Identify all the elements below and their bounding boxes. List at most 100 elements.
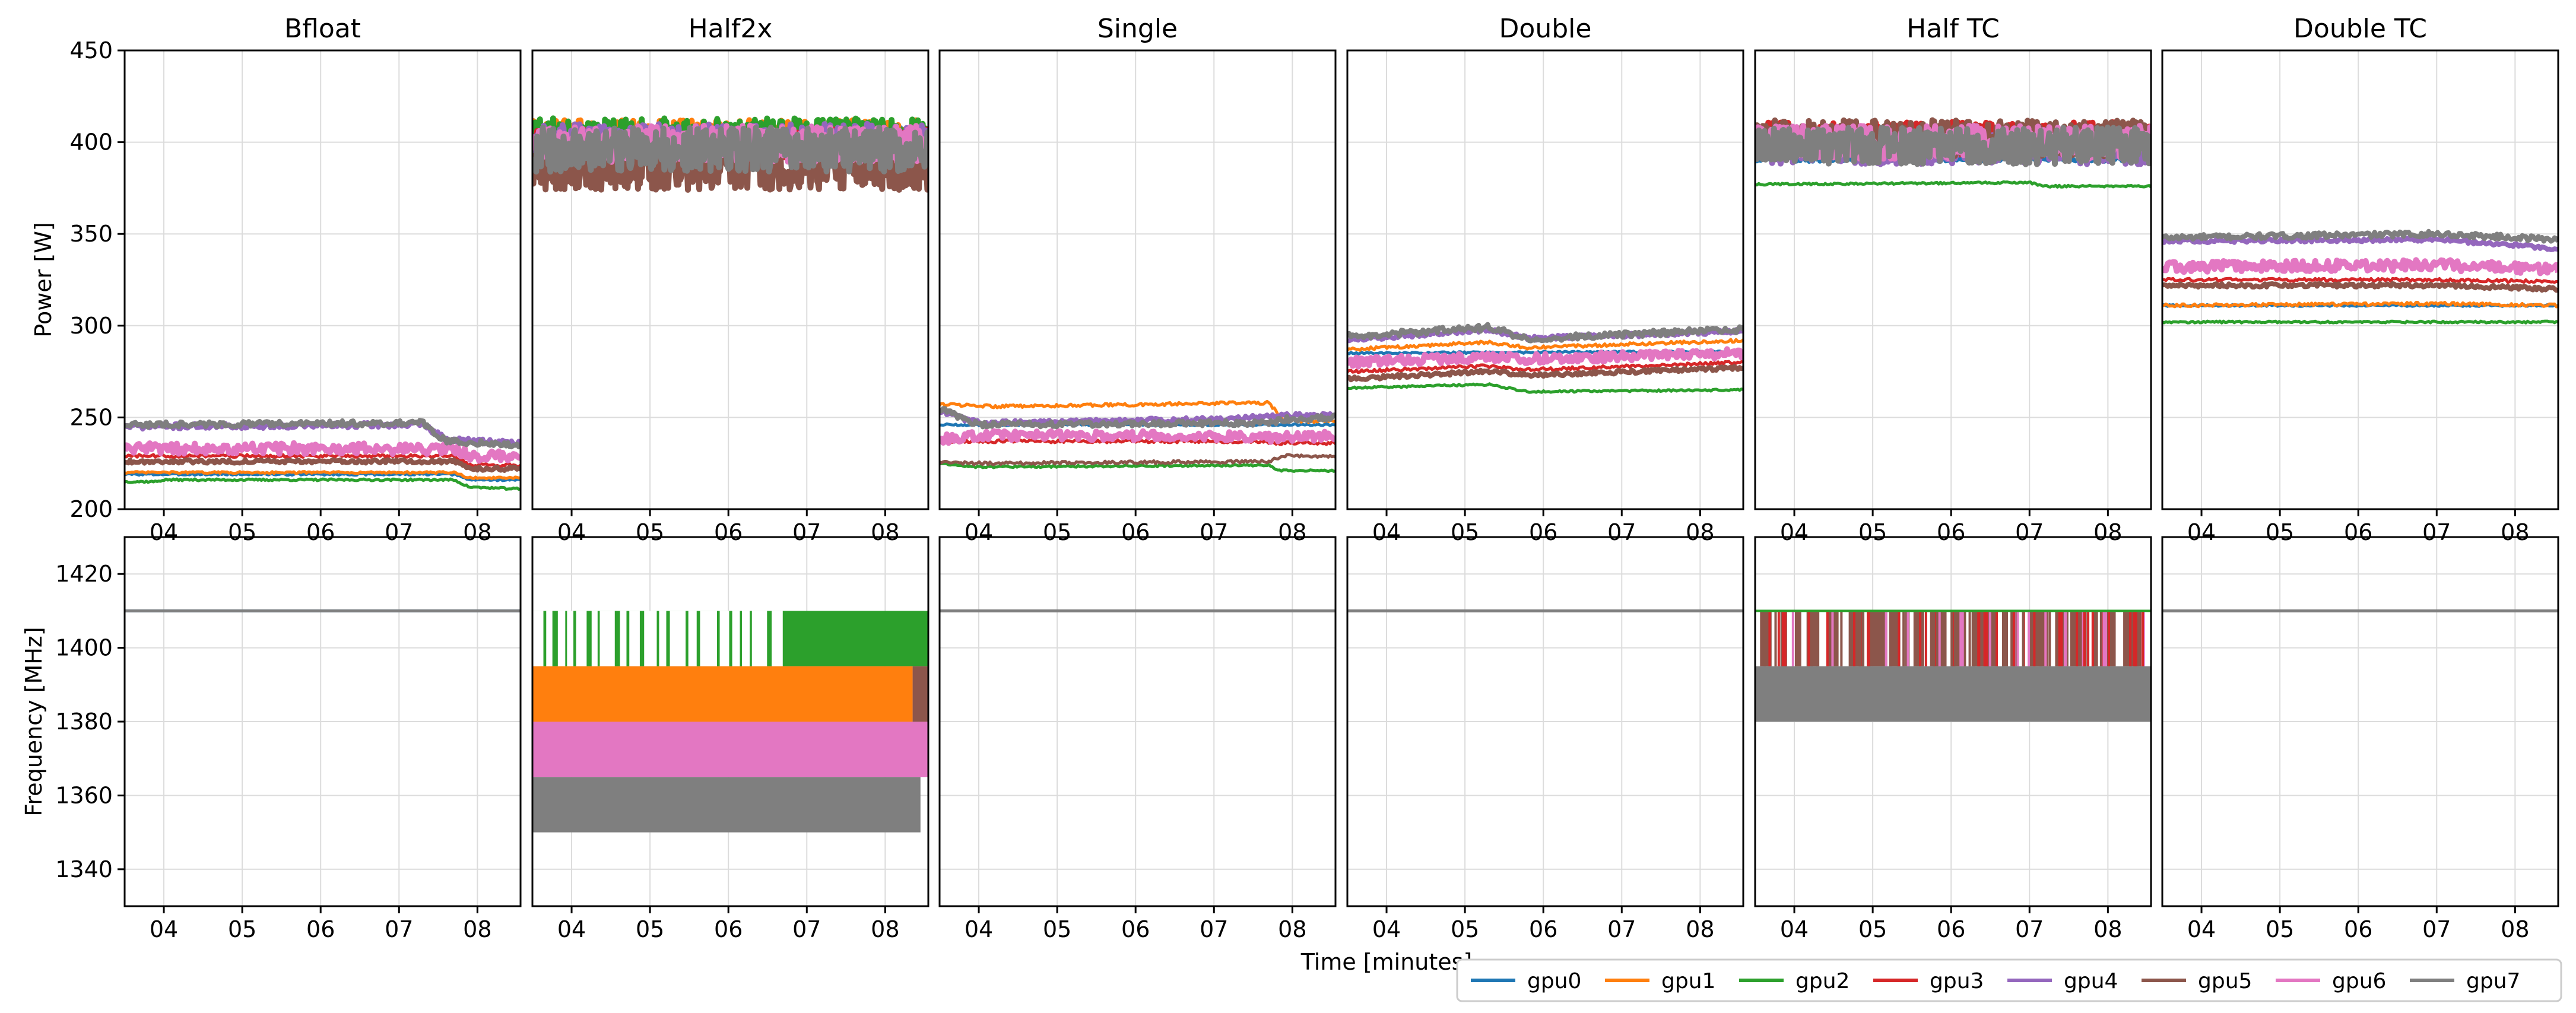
y-tick-label: 1360 (55, 782, 113, 808)
grid (940, 537, 1335, 906)
band-gap (2098, 611, 2100, 666)
series-line-gpu2 (940, 462, 1335, 474)
series-line-gpu3 (2162, 277, 2558, 284)
grid (1755, 50, 2151, 509)
x-axis-label: Time [minutes] (1300, 949, 1473, 975)
series-line-gpu6 (2162, 257, 2558, 277)
axes-frame (1754, 536, 2152, 907)
x-tick-label: 05 (1043, 916, 1071, 942)
band-gap (732, 611, 740, 666)
axes-frame (2161, 49, 2559, 510)
band-gap (629, 611, 640, 666)
legend-label-gpu4: gpu4 (2064, 969, 2118, 993)
series-group (1755, 117, 2151, 189)
series-switch-gpu3-gpu6 (1763, 611, 2145, 666)
x-tick-label: 05 (228, 916, 256, 942)
series-line-gpu2 (2162, 319, 2558, 325)
axes-frame (2161, 536, 2559, 907)
panel-Half2x-freq: 04 05 06 07 08 (531, 536, 929, 942)
band-gap (1864, 611, 1870, 666)
band-gap (557, 611, 566, 666)
series-line-gpu6 (125, 440, 521, 464)
x-tick-label: 08 (1686, 916, 1714, 942)
x-tick-label: 08 (2501, 916, 2529, 942)
y-ticks: 200 250 300 350 400 450 (69, 37, 125, 522)
x-tick-label: 07 (2422, 916, 2451, 942)
panel-title: Half TC (1906, 14, 2000, 44)
panel-title: Double (1499, 14, 1592, 44)
band-gap (1965, 611, 1972, 666)
y-tick-label: 250 (69, 404, 113, 430)
series-band-gpu1 (532, 666, 913, 722)
x-tick-label: 08 (871, 916, 899, 942)
series-line-gpu7 (1347, 322, 1743, 344)
axes-frame (1754, 49, 2152, 510)
x-tick-label: 04 (965, 916, 993, 942)
axes-frame (938, 49, 1337, 510)
legend-label-gpu3: gpu3 (1930, 969, 1984, 993)
series-line-gpu2 (1755, 180, 2151, 189)
x-tick-label: 07 (792, 916, 821, 942)
x-tick-label: 06 (2344, 916, 2372, 942)
grid (125, 50, 521, 509)
band-gap (620, 611, 627, 666)
x-tick-label: 07 (1200, 916, 1228, 942)
series-band-gpu2 (532, 611, 928, 666)
grid (125, 537, 521, 906)
band-gap (772, 611, 783, 666)
x-tick-label: 08 (463, 916, 491, 942)
x-tick-label: 08 (1278, 916, 1306, 942)
panel-title: Bfloat (284, 14, 361, 44)
series-line-gpu7 (1755, 124, 2151, 167)
x-tick-label: 08 (2093, 916, 2122, 942)
series-line-gpu1 (1347, 338, 1743, 352)
x-tick-label: 07 (385, 916, 413, 942)
band-gap (2068, 611, 2070, 666)
series-line-gpu1 (125, 470, 521, 481)
band-gap (2008, 611, 2011, 666)
band-gap (1997, 611, 2003, 666)
band-gap (2115, 611, 2124, 666)
y-tick-label: 1400 (55, 635, 113, 661)
band-gap (751, 611, 767, 666)
x-tick-label: 06 (1937, 916, 1965, 942)
series-line-gpu5 (125, 457, 521, 473)
band-gap (670, 611, 686, 666)
grid (2162, 537, 2558, 906)
x-tick-label: 07 (1607, 916, 1636, 942)
panel-Bfloat-power: 04 05 06 07 08200250300350400450BfloatPower … (30, 14, 522, 545)
axes-frame (1346, 536, 1744, 907)
band-gap (1838, 611, 1849, 666)
panel-Half2x-power: 04 05 06 07 08 Half2x (531, 14, 929, 545)
y-axis-label: Frequency [MHz] (21, 627, 47, 816)
x-tick-label: 04 (2187, 916, 2216, 942)
series-gaps-gpu2 (532, 611, 783, 666)
band-gap (576, 611, 587, 666)
series-band-gpu5 (912, 666, 928, 722)
x-ticks: 04 05 06 07 08 (557, 509, 900, 545)
series-band-gpu6 (532, 722, 928, 777)
series-line-gpu0 (125, 472, 521, 482)
series-group (532, 611, 928, 833)
series-line-gpu1 (2162, 301, 2558, 309)
panel-DoubleTC-freq: 04 05 06 07 08 (2161, 536, 2559, 942)
x-ticks: 04 05 06 07 08 (1372, 906, 1715, 942)
series-group (1347, 322, 1743, 394)
x-tick-label: 04 (1780, 916, 1809, 942)
band-gap (546, 611, 553, 666)
series-line-gpu6 (1347, 346, 1743, 370)
series-band-gpu7 (1755, 666, 2151, 722)
panel-Double-freq: 04 05 06 07 08 (1346, 536, 1744, 942)
y-tick-label: 200 (69, 496, 113, 522)
x-tick-label: 05 (1451, 916, 1479, 942)
band-gap (700, 611, 718, 666)
x-tick-label: 07 (2015, 916, 2044, 942)
series-group (125, 418, 521, 491)
series-line-gpu5 (940, 453, 1335, 466)
x-tick-label: 04 (557, 916, 586, 942)
